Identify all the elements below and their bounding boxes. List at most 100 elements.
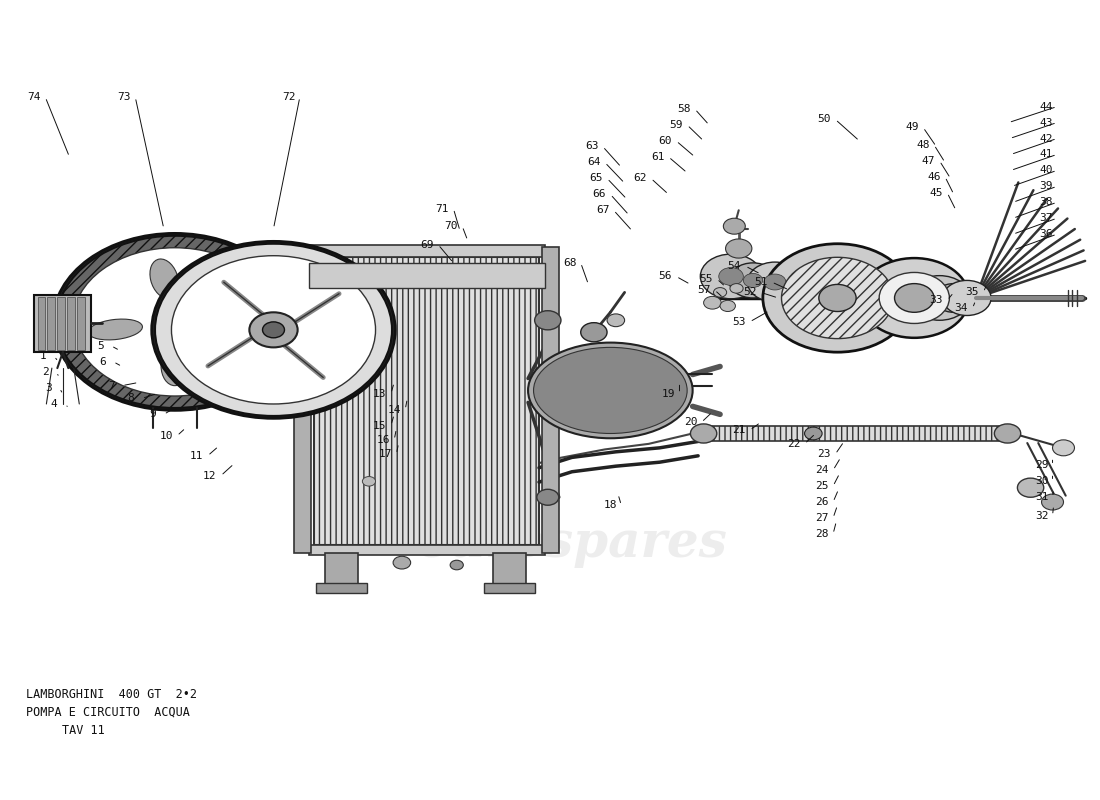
Text: 15: 15 [373,421,387,430]
Text: 8: 8 [128,394,134,403]
Text: 10: 10 [160,431,173,441]
Bar [309,263,544,288]
Ellipse shape [202,286,252,313]
Text: 48: 48 [916,140,930,150]
Ellipse shape [161,346,188,386]
Text: 21: 21 [732,426,746,435]
Text: 68: 68 [563,258,576,268]
Circle shape [1018,478,1044,498]
Circle shape [153,306,197,338]
Circle shape [535,310,561,330]
Text: 31: 31 [1035,492,1048,502]
Circle shape [720,300,736,311]
Bar [484,583,535,593]
Text: 50: 50 [817,114,832,124]
Bar [295,247,311,553]
Text: 13: 13 [373,389,387,398]
Circle shape [701,254,762,298]
Text: 32: 32 [1035,510,1048,521]
Text: 7: 7 [108,381,114,390]
Bar [47,297,55,350]
Text: 42: 42 [1040,134,1053,143]
Text: 59: 59 [670,120,683,130]
Text: 16: 16 [376,435,390,445]
Text: 4: 4 [51,399,57,409]
Circle shape [393,556,410,569]
Circle shape [704,296,722,309]
Text: 23: 23 [817,450,832,459]
Circle shape [250,312,298,347]
Circle shape [73,248,277,396]
Text: 57: 57 [697,285,711,295]
Text: 9: 9 [150,410,156,419]
Text: 51: 51 [754,277,768,287]
Text: eurospares: eurospares [417,519,727,568]
Circle shape [166,315,184,328]
Ellipse shape [534,347,688,434]
Circle shape [172,256,375,404]
Text: 30: 30 [1035,476,1048,486]
Text: 74: 74 [28,92,41,102]
Circle shape [718,267,744,286]
Text: 34: 34 [955,303,968,314]
Text: 63: 63 [585,142,598,151]
Text: 37: 37 [1040,214,1053,223]
Text: TAV 11: TAV 11 [62,723,104,737]
Text: 55: 55 [700,274,713,284]
Text: 60: 60 [659,136,672,146]
Ellipse shape [88,319,142,340]
Circle shape [56,236,294,408]
Text: 69: 69 [420,239,433,250]
Text: 25: 25 [815,481,829,491]
Text: 66: 66 [593,190,606,199]
Text: 73: 73 [118,92,131,102]
Circle shape [879,273,949,323]
Text: 54: 54 [727,261,741,271]
Text: 5: 5 [97,341,103,350]
Circle shape [818,285,856,311]
Bar [542,247,559,553]
Text: 27: 27 [815,513,829,523]
Text: 64: 64 [587,158,601,167]
Circle shape [450,560,463,570]
Circle shape [537,490,559,506]
Bar [326,553,358,589]
Circle shape [994,424,1021,443]
Bar [34,294,91,352]
Text: 39: 39 [1040,182,1053,191]
Circle shape [934,284,974,312]
Text: 17: 17 [378,450,393,459]
Text: 62: 62 [634,174,647,183]
Text: 22: 22 [786,439,801,449]
Text: 26: 26 [815,497,829,507]
Text: 33: 33 [930,295,943,306]
Text: 70: 70 [444,222,458,231]
Text: 61: 61 [651,152,664,162]
Text: 41: 41 [1040,150,1053,159]
Text: 40: 40 [1040,166,1053,175]
Text: 58: 58 [678,104,691,114]
Circle shape [730,284,744,293]
Bar [493,553,526,589]
Text: 44: 44 [1040,102,1053,112]
Text: 56: 56 [659,271,672,282]
Circle shape [909,276,970,320]
Circle shape [152,242,395,418]
Text: POMPA E CIRCUITO  ACQUA: POMPA E CIRCUITO ACQUA [25,706,189,719]
Text: 36: 36 [1040,229,1053,239]
Text: 47: 47 [922,156,935,166]
Bar [309,545,544,554]
Text: 6: 6 [99,357,106,366]
Text: 2: 2 [42,367,48,377]
Text: LAMBORGHINI  400 GT  2•2: LAMBORGHINI 400 GT 2•2 [25,689,197,702]
Text: 67: 67 [596,206,609,215]
Ellipse shape [528,342,693,438]
Circle shape [859,284,899,312]
Text: 11: 11 [190,451,204,461]
Circle shape [362,477,375,486]
Circle shape [748,262,802,302]
Text: 53: 53 [732,317,746,327]
Bar [57,297,65,350]
Text: 24: 24 [815,465,829,475]
Text: 12: 12 [204,470,217,481]
